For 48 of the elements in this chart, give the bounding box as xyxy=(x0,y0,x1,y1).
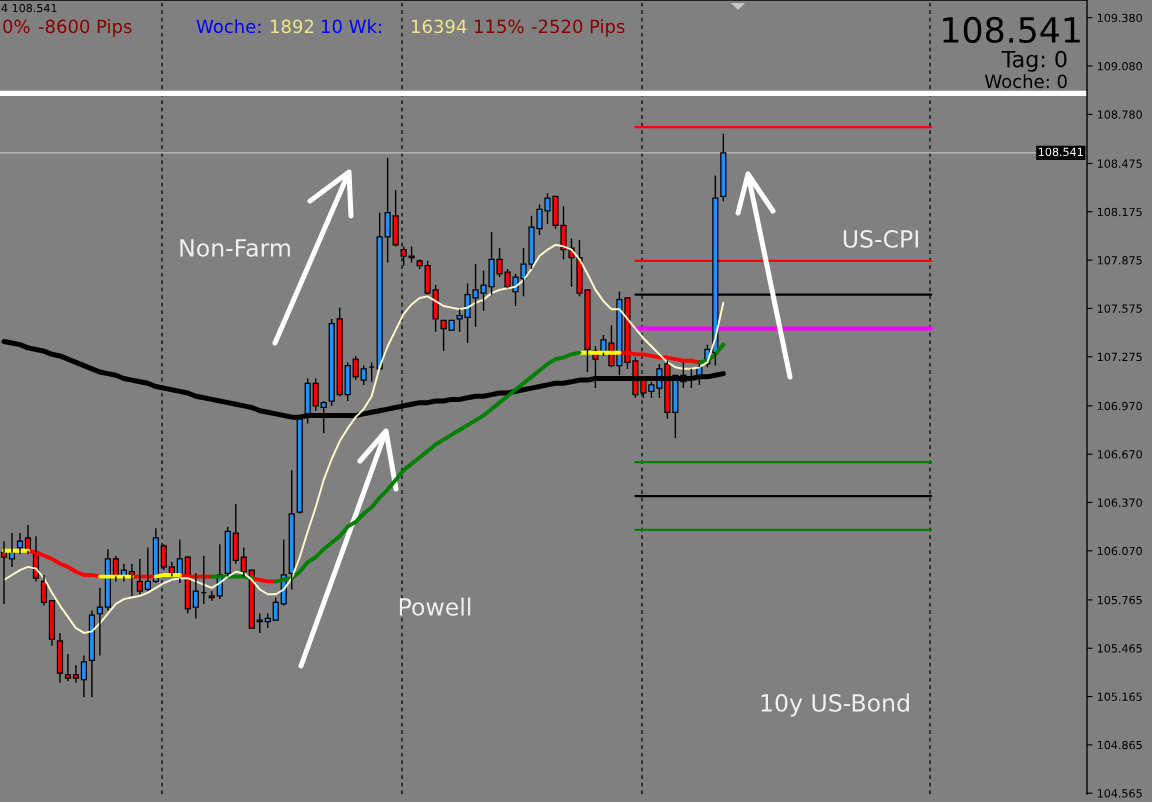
annotation: Powell xyxy=(399,597,471,616)
annotation: 0% xyxy=(3,19,30,34)
annotation: 10 Wk: xyxy=(321,19,381,34)
y-tick-label: 104.865 xyxy=(1097,740,1142,750)
candlestick xyxy=(192,572,199,620)
annotation: Woche: xyxy=(196,19,261,34)
candlestick xyxy=(384,157,391,264)
annotation: US-CPI xyxy=(843,229,918,248)
annotation: 4 108.541 xyxy=(1,3,57,13)
y-tick-label: 104.565 xyxy=(1097,789,1142,798)
y-tick-label: 108.175 xyxy=(1097,207,1142,217)
annotation: Tag: 0 xyxy=(1001,50,1067,72)
annotation: 16394 xyxy=(411,19,467,34)
y-tick-label: 105.465 xyxy=(1097,644,1142,653)
annotation: 108.541 xyxy=(943,16,1080,44)
y-tick-label: 106.070 xyxy=(1097,546,1142,556)
annotation: Pips xyxy=(590,19,625,37)
candlestick xyxy=(80,654,88,699)
y-tick-label: 107.275 xyxy=(1097,352,1142,362)
candlestick xyxy=(16,532,24,555)
candlestick xyxy=(56,632,64,684)
annotation: Pips xyxy=(97,19,132,37)
candlestick xyxy=(232,503,239,565)
annotation: Woche: 0 xyxy=(984,74,1067,89)
annotation: 10y US-Bond xyxy=(761,693,909,717)
candlestick xyxy=(64,653,72,682)
y-tick-label: 108.780 xyxy=(1097,110,1142,119)
annotation: 1892 xyxy=(270,19,314,34)
y-tick-label: 109.080 xyxy=(1097,62,1142,71)
y-tick-label: 105.165 xyxy=(1097,692,1142,701)
annotation: 115% xyxy=(474,19,524,34)
y-tick-label: 106.370 xyxy=(1097,498,1142,507)
y-tick-label: 106.670 xyxy=(1097,450,1142,459)
y-tick-label: 105.765 xyxy=(1097,595,1142,605)
y-tick-label: 108.475 xyxy=(1097,159,1142,168)
annotation: -2520 xyxy=(531,19,583,34)
y-tick-label: 107.575 xyxy=(1097,304,1142,313)
candlestick xyxy=(72,664,80,684)
candlestick xyxy=(40,574,48,607)
annotation: Non-Farm xyxy=(180,239,290,257)
y-tick-label: 106.970 xyxy=(1097,401,1142,411)
annotation: -8600 xyxy=(38,19,90,34)
candlestick xyxy=(144,546,151,592)
candlestick xyxy=(88,609,96,699)
y-tick-label: 109.380 xyxy=(1097,13,1142,23)
candlestick xyxy=(96,587,104,657)
ref-line-label: 108.541 xyxy=(1039,147,1083,157)
y-tick-label: 107.875 xyxy=(1097,256,1142,265)
